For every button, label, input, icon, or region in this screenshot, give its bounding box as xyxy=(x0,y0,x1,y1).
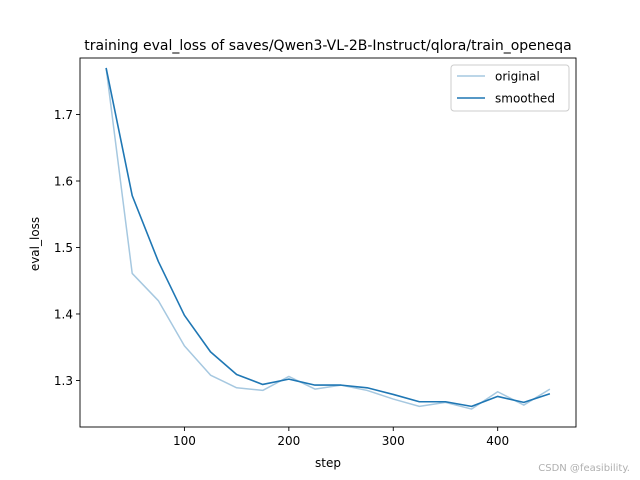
y-tick-label: 1.3 xyxy=(54,374,73,388)
y-tick-label: 1.6 xyxy=(54,175,73,189)
series-line-smoothed xyxy=(105,67,551,408)
y-tick-label: 1.4 xyxy=(54,307,73,321)
x-tick-label: 300 xyxy=(382,434,405,448)
legend-label-smoothed: smoothed xyxy=(495,92,555,106)
x-tick-label: 400 xyxy=(486,434,509,448)
x-tick-label: 100 xyxy=(173,434,196,448)
x-axis-label: step xyxy=(315,456,341,470)
axes-frame xyxy=(79,57,577,428)
plot-area: 100 200 300 400 1.3 1.4 1.5 1.6 1.7 xyxy=(54,57,577,448)
legend-label-original: original xyxy=(495,70,540,84)
y-axis-label: eval_loss xyxy=(28,217,42,271)
legend: original smoothed xyxy=(450,64,570,112)
chart-title: training eval_loss of saves/Qwen3-VL-2B-… xyxy=(84,38,571,54)
y-tick-label: 1.7 xyxy=(54,108,73,122)
series-line-original xyxy=(105,67,551,410)
x-tick-label: 200 xyxy=(277,434,300,448)
y-tick-label: 1.5 xyxy=(54,241,73,255)
watermark: CSDN @feasibility. xyxy=(538,463,630,474)
